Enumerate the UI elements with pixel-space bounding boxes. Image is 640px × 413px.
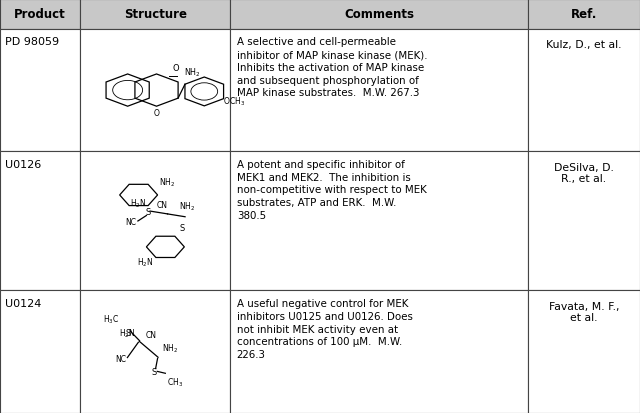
Text: Favata, M. F.,
et al.: Favata, M. F., et al. [548,301,620,323]
Bar [80,291,230,413]
Text: Comments: Comments [344,8,414,21]
Text: S: S [146,207,151,216]
Bar [230,291,528,413]
Text: O: O [173,64,179,73]
Text: OCH$_3$: OCH$_3$ [223,95,245,108]
Text: S: S [125,328,131,337]
Text: DeSilva, D.
R., et al.: DeSilva, D. R., et al. [554,162,614,184]
Bar [528,30,640,152]
Text: Ref.: Ref. [571,8,597,21]
Bar [80,0,230,30]
Bar [80,30,230,152]
Text: NH$_2$: NH$_2$ [159,176,175,188]
Text: U0124: U0124 [5,298,42,308]
Text: H$_2$N: H$_2$N [137,256,154,268]
Bar [230,152,528,291]
Bar [0,0,80,30]
Bar [230,0,528,30]
Text: CN: CN [156,201,167,210]
Bar [0,30,80,152]
Text: Structure: Structure [124,8,187,21]
Text: Product: Product [14,8,66,21]
Text: S: S [180,223,185,232]
Bar [528,291,640,413]
Text: CN: CN [146,330,157,339]
Text: U0126: U0126 [5,159,42,169]
Text: A potent and specific inhibitor of
MEK1 and MEK2.  The inhibition is
non-competi: A potent and specific inhibitor of MEK1 … [237,159,426,221]
Text: H$_2$N: H$_2$N [119,327,135,339]
Bar [80,152,230,291]
Text: A selective and cell-permeable
inhibitor of MAP kinase kinase (MEK).
Inhibits th: A selective and cell-permeable inhibitor… [237,37,428,98]
Text: NH$_2$: NH$_2$ [163,342,179,354]
Text: H$_3$C: H$_3$C [103,313,120,325]
Text: H$_2$N: H$_2$N [130,197,147,210]
Text: CH$_3$: CH$_3$ [166,376,182,388]
Text: NC: NC [125,218,137,227]
Bar [0,291,80,413]
Text: NH$_2$: NH$_2$ [184,66,201,78]
Text: PD 98059: PD 98059 [5,37,60,47]
Text: Kulz, D., et al.: Kulz, D., et al. [547,40,621,50]
Text: S: S [152,367,157,376]
Text: A useful negative control for MEK
inhibitors U0125 and U0126. Does
not inhibit M: A useful negative control for MEK inhibi… [237,298,413,359]
Text: NH$_2$: NH$_2$ [179,200,195,213]
Bar [0,152,80,291]
Text: O: O [154,109,160,118]
Bar [230,30,528,152]
Bar [528,152,640,291]
Bar [528,0,640,30]
Text: NC: NC [115,354,126,363]
